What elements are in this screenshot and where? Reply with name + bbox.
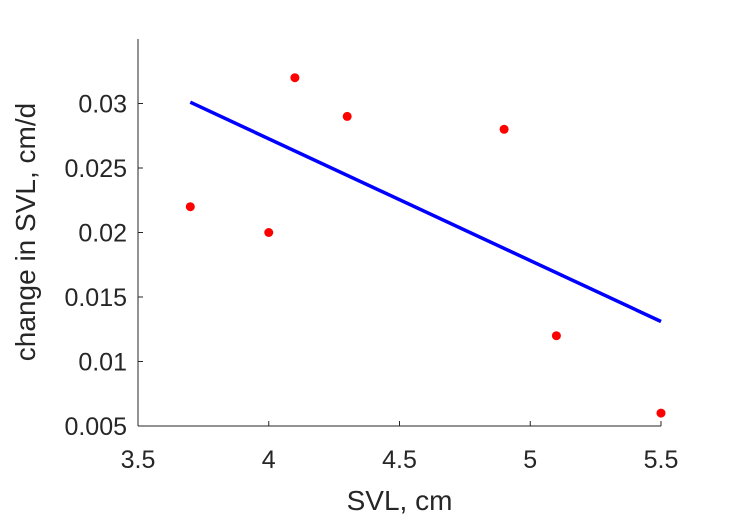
y-tick-label: 0.03 (78, 91, 127, 119)
data-point (185, 202, 195, 212)
data-point (499, 124, 509, 134)
data-point (656, 408, 666, 418)
y-tick-group: 0.005 0.01 0.015 0.02 0.025 0.03 (64, 91, 143, 441)
y-tick-label: 0.025 (64, 155, 127, 183)
x-tick-label: 5 (523, 446, 537, 474)
data-point (342, 111, 352, 121)
x-tick-label: 4 (262, 446, 276, 474)
fit-line (189, 100, 662, 324)
y-tick-label: 0.005 (64, 413, 127, 441)
data-point (264, 228, 274, 237)
x-tick-group: 3.5 4 4.5 5 5.5 (121, 421, 679, 474)
y-tick-label: 0.02 (78, 220, 127, 248)
x-tick-label: 5.5 (644, 446, 679, 474)
data-point (290, 73, 300, 83)
x-tick-label: 4.5 (382, 446, 417, 474)
x-axis: 3.5 4 4.5 5 5.5 (121, 421, 679, 474)
x-tick-label: 3.5 (121, 446, 156, 474)
y-axis-title: change in SVL, cm/d (10, 103, 41, 361)
y-tick-label: 0.015 (64, 284, 127, 312)
plot-area (185, 73, 666, 418)
y-tick-label: 0.01 (78, 349, 127, 377)
x-axis-title: SVL, cm (347, 485, 453, 516)
data-point (551, 331, 561, 341)
y-axis: 0.005 0.01 0.015 0.02 0.025 0.03 (64, 39, 143, 441)
